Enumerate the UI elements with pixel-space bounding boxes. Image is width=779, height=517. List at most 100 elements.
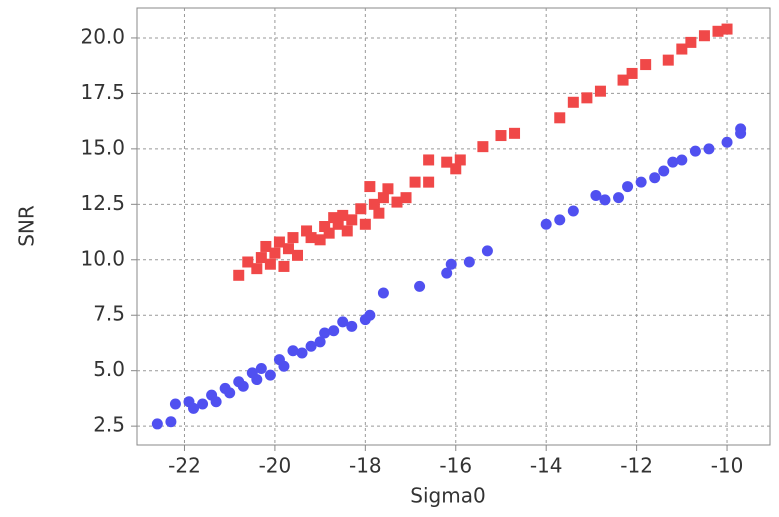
point bbox=[341, 225, 353, 237]
y-tick-label: 15.0 bbox=[80, 135, 125, 159]
point bbox=[617, 74, 629, 86]
point bbox=[328, 325, 340, 337]
point bbox=[337, 209, 349, 221]
y-tick-label: 7.5 bbox=[93, 302, 125, 326]
point bbox=[649, 172, 661, 184]
point bbox=[463, 256, 475, 268]
point bbox=[450, 163, 462, 175]
point bbox=[377, 287, 389, 299]
point bbox=[255, 252, 267, 264]
point bbox=[368, 198, 380, 210]
point bbox=[409, 176, 421, 188]
point bbox=[581, 92, 593, 104]
point bbox=[264, 258, 276, 270]
point bbox=[391, 196, 403, 208]
point bbox=[364, 181, 376, 193]
point bbox=[314, 336, 326, 348]
point bbox=[698, 30, 710, 42]
x-tick-label: -20 bbox=[259, 454, 292, 478]
point bbox=[278, 360, 290, 372]
point bbox=[305, 340, 317, 352]
point bbox=[332, 218, 344, 230]
point bbox=[305, 232, 317, 244]
y-axis-label: SNR bbox=[15, 205, 39, 247]
point bbox=[242, 256, 254, 268]
point bbox=[260, 240, 272, 252]
point bbox=[689, 145, 701, 157]
point bbox=[454, 154, 466, 166]
point bbox=[292, 249, 304, 261]
point bbox=[337, 316, 349, 328]
x-tick-label: -18 bbox=[349, 454, 382, 478]
point bbox=[477, 141, 489, 153]
point bbox=[251, 374, 263, 386]
point bbox=[622, 181, 634, 193]
y-tick-label: 12.5 bbox=[80, 191, 125, 215]
point bbox=[377, 192, 389, 204]
point bbox=[441, 156, 453, 168]
point bbox=[282, 243, 294, 255]
y-tick-label: 5.0 bbox=[93, 357, 125, 381]
point bbox=[255, 362, 267, 374]
point bbox=[269, 247, 281, 259]
point bbox=[662, 54, 674, 66]
point bbox=[278, 260, 290, 272]
point bbox=[685, 36, 697, 48]
point bbox=[314, 234, 326, 246]
point bbox=[554, 112, 566, 124]
x-tick-label: -16 bbox=[439, 454, 472, 478]
point bbox=[233, 269, 245, 281]
point bbox=[319, 327, 331, 339]
point bbox=[328, 212, 340, 224]
point bbox=[400, 192, 412, 204]
point bbox=[296, 347, 308, 359]
point bbox=[346, 320, 358, 332]
point bbox=[287, 232, 299, 244]
point bbox=[676, 43, 688, 55]
point bbox=[169, 398, 181, 410]
point bbox=[567, 205, 579, 217]
point bbox=[735, 123, 747, 135]
point bbox=[346, 214, 358, 226]
x-tick-label: -14 bbox=[530, 454, 563, 478]
point bbox=[540, 218, 552, 230]
point bbox=[197, 398, 209, 410]
point bbox=[301, 225, 313, 237]
point bbox=[626, 67, 638, 79]
point bbox=[188, 402, 200, 414]
x-tick-label: -12 bbox=[620, 454, 653, 478]
point bbox=[445, 258, 457, 270]
y-tick-label: 10.0 bbox=[80, 246, 125, 270]
point bbox=[635, 176, 647, 188]
point bbox=[151, 418, 163, 430]
point bbox=[676, 154, 688, 166]
point bbox=[599, 194, 611, 206]
point bbox=[237, 380, 249, 392]
x-tick-label: -22 bbox=[168, 454, 201, 478]
point bbox=[658, 165, 670, 177]
point bbox=[481, 245, 493, 257]
point bbox=[613, 192, 625, 204]
point bbox=[721, 23, 733, 35]
point bbox=[355, 203, 367, 215]
point bbox=[319, 221, 331, 232]
x-tick-label: -10 bbox=[711, 454, 744, 478]
point bbox=[359, 218, 371, 230]
plot-frame bbox=[136, 7, 771, 446]
point bbox=[721, 136, 733, 148]
point bbox=[364, 309, 376, 321]
point bbox=[251, 263, 263, 275]
point bbox=[712, 25, 724, 37]
point bbox=[287, 345, 299, 357]
point bbox=[594, 85, 606, 97]
point bbox=[273, 236, 285, 248]
point bbox=[495, 130, 507, 142]
point bbox=[441, 267, 453, 279]
x-axis-label: Sigma0 bbox=[410, 484, 485, 508]
y-tick-label: 17.5 bbox=[80, 80, 125, 104]
point bbox=[210, 396, 222, 408]
point bbox=[703, 143, 715, 155]
point bbox=[423, 154, 435, 166]
point bbox=[590, 189, 602, 201]
